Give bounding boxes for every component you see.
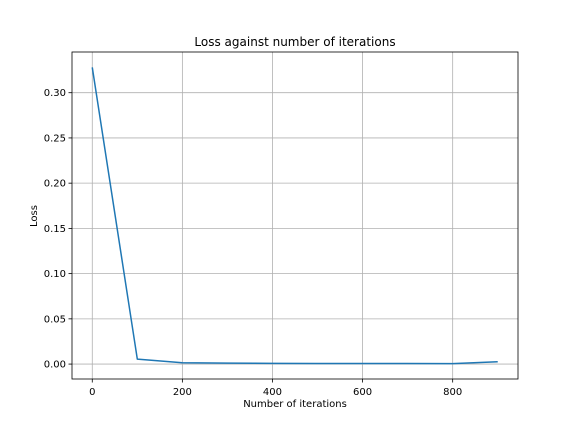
y-tick-label: 0.10: [44, 269, 66, 280]
x-tick-label: 800: [443, 387, 462, 398]
x-axis-label: Number of iterations: [243, 399, 347, 410]
y-tick-label: 0.20: [44, 179, 66, 190]
y-tick-label: 0.05: [44, 314, 66, 325]
x-tick-label: 0: [89, 387, 95, 398]
y-tick-label: 0.30: [44, 88, 66, 99]
y-tick-label: 0.00: [44, 360, 66, 371]
y-tick-label: 0.25: [44, 133, 66, 144]
x-tick-label: 600: [353, 387, 372, 398]
y-axis-label: Loss: [29, 205, 40, 227]
x-tick-label: 400: [263, 387, 282, 398]
x-axis: 0 200 400 600 800: [89, 379, 462, 398]
chart-title: Loss against number of iterations: [194, 35, 395, 49]
y-tick-label: 0.15: [44, 224, 66, 235]
series-layer: [91, 67, 498, 365]
plot-frame: [71, 51, 519, 380]
loss-line: [91, 67, 498, 365]
y-axis: 0.00 0.05 0.10 0.15 0.20 0.25 0.30: [44, 88, 72, 371]
x-tick-label: 200: [173, 387, 192, 398]
